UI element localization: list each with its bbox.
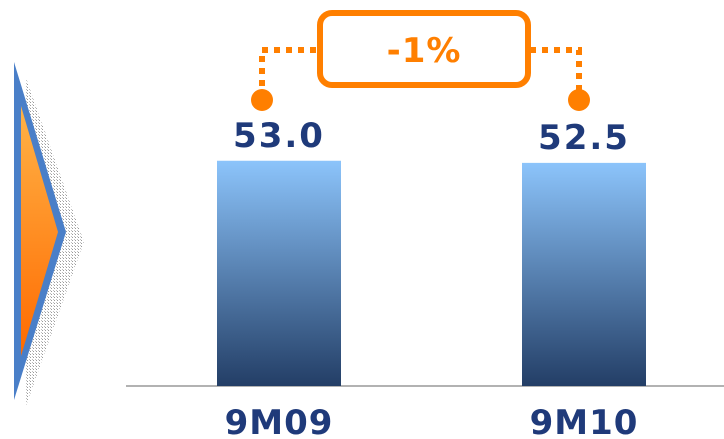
connector-left-dot — [251, 89, 273, 111]
change-connector: -1% — [251, 10, 590, 111]
bar-9m09 — [217, 160, 341, 386]
connector-right-line — [530, 47, 582, 98]
category-label-9m09: 9M09 — [225, 403, 334, 439]
connector-right-dot — [568, 89, 590, 111]
value-label-9m10: 52.5 — [538, 118, 630, 158]
connector-left-line — [259, 47, 322, 98]
category-label-9m10: 9M10 — [530, 403, 639, 439]
change-badge — [317, 10, 531, 88]
chevron-right-icon — [14, 62, 84, 406]
bar-9m10 — [522, 162, 646, 386]
value-label-9m09: 53.0 — [233, 116, 325, 156]
change-label: -1% — [387, 31, 462, 71]
